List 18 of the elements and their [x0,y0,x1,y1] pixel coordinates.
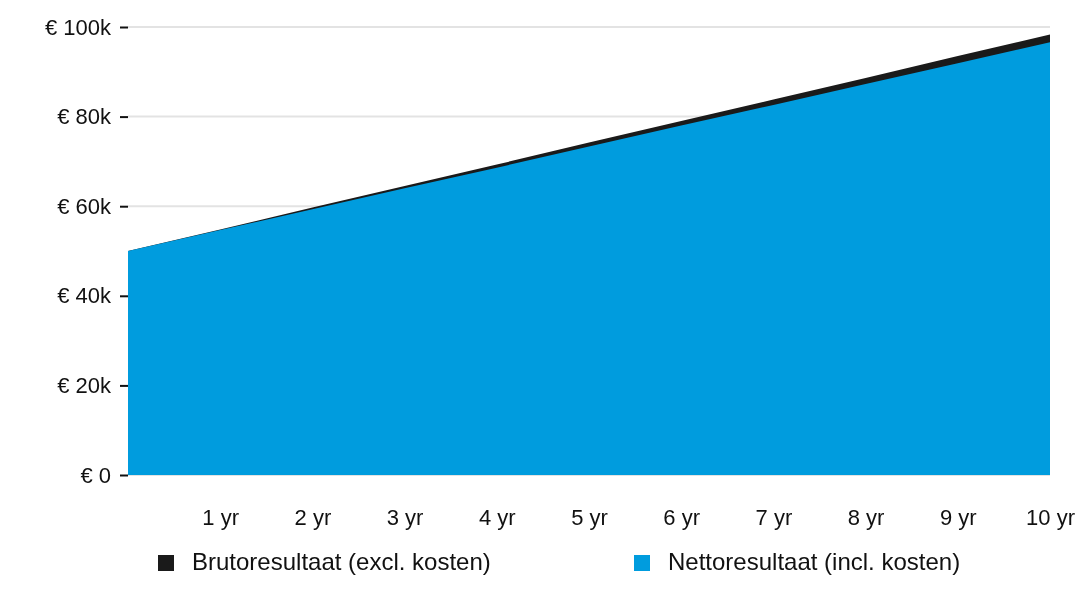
x-tick-label: 3 yr [386,504,424,530]
y-tick-label: € 20k [57,372,112,398]
x-tick-label: 4 yr [478,504,516,530]
x-tick-label: 10 yr [1026,504,1075,530]
x-tick-label: 1 yr [202,504,240,530]
x-tick-label: 7 yr [755,504,793,530]
x-tick-label: 8 yr [847,504,885,530]
legend-label: Brutoresultaat (excl. kosten) [192,548,491,575]
y-tick-label: € 40k [57,283,112,309]
x-tick-label: 2 yr [294,504,332,530]
x-tick-label: 5 yr [571,504,608,530]
y-tick-label: € 80k [57,104,112,130]
x-tick-label: 6 yr [663,504,701,530]
y-tick-label: € 0 [80,462,111,488]
y-tick-label: € 100k [44,14,112,40]
legend-label: Nettoresultaat (incl. kosten) [668,548,961,575]
y-tick-label: € 60k [57,193,112,219]
x-tick-label: 9 yr [939,504,977,530]
